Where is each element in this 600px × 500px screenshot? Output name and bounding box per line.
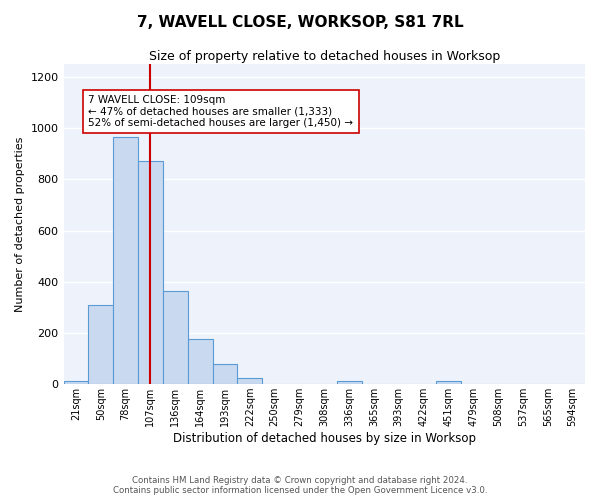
Bar <box>138 162 163 384</box>
Text: Contains HM Land Registry data © Crown copyright and database right 2024.
Contai: Contains HM Land Registry data © Crown c… <box>113 476 487 495</box>
Bar <box>337 381 362 384</box>
Y-axis label: Number of detached properties: Number of detached properties <box>15 136 25 312</box>
Text: 7 WAVELL CLOSE: 109sqm
← 47% of detached houses are smaller (1,333)
52% of semi-: 7 WAVELL CLOSE: 109sqm ← 47% of detached… <box>88 95 353 128</box>
Bar <box>188 340 212 384</box>
Bar <box>113 137 138 384</box>
Bar <box>163 290 188 384</box>
Bar <box>436 381 461 384</box>
Bar <box>238 378 262 384</box>
Text: 7, WAVELL CLOSE, WORKSOP, S81 7RL: 7, WAVELL CLOSE, WORKSOP, S81 7RL <box>137 15 463 30</box>
X-axis label: Distribution of detached houses by size in Worksop: Distribution of detached houses by size … <box>173 432 476 445</box>
Bar <box>64 381 88 384</box>
Title: Size of property relative to detached houses in Worksop: Size of property relative to detached ho… <box>149 50 500 63</box>
Bar <box>212 364 238 384</box>
Bar <box>88 305 113 384</box>
